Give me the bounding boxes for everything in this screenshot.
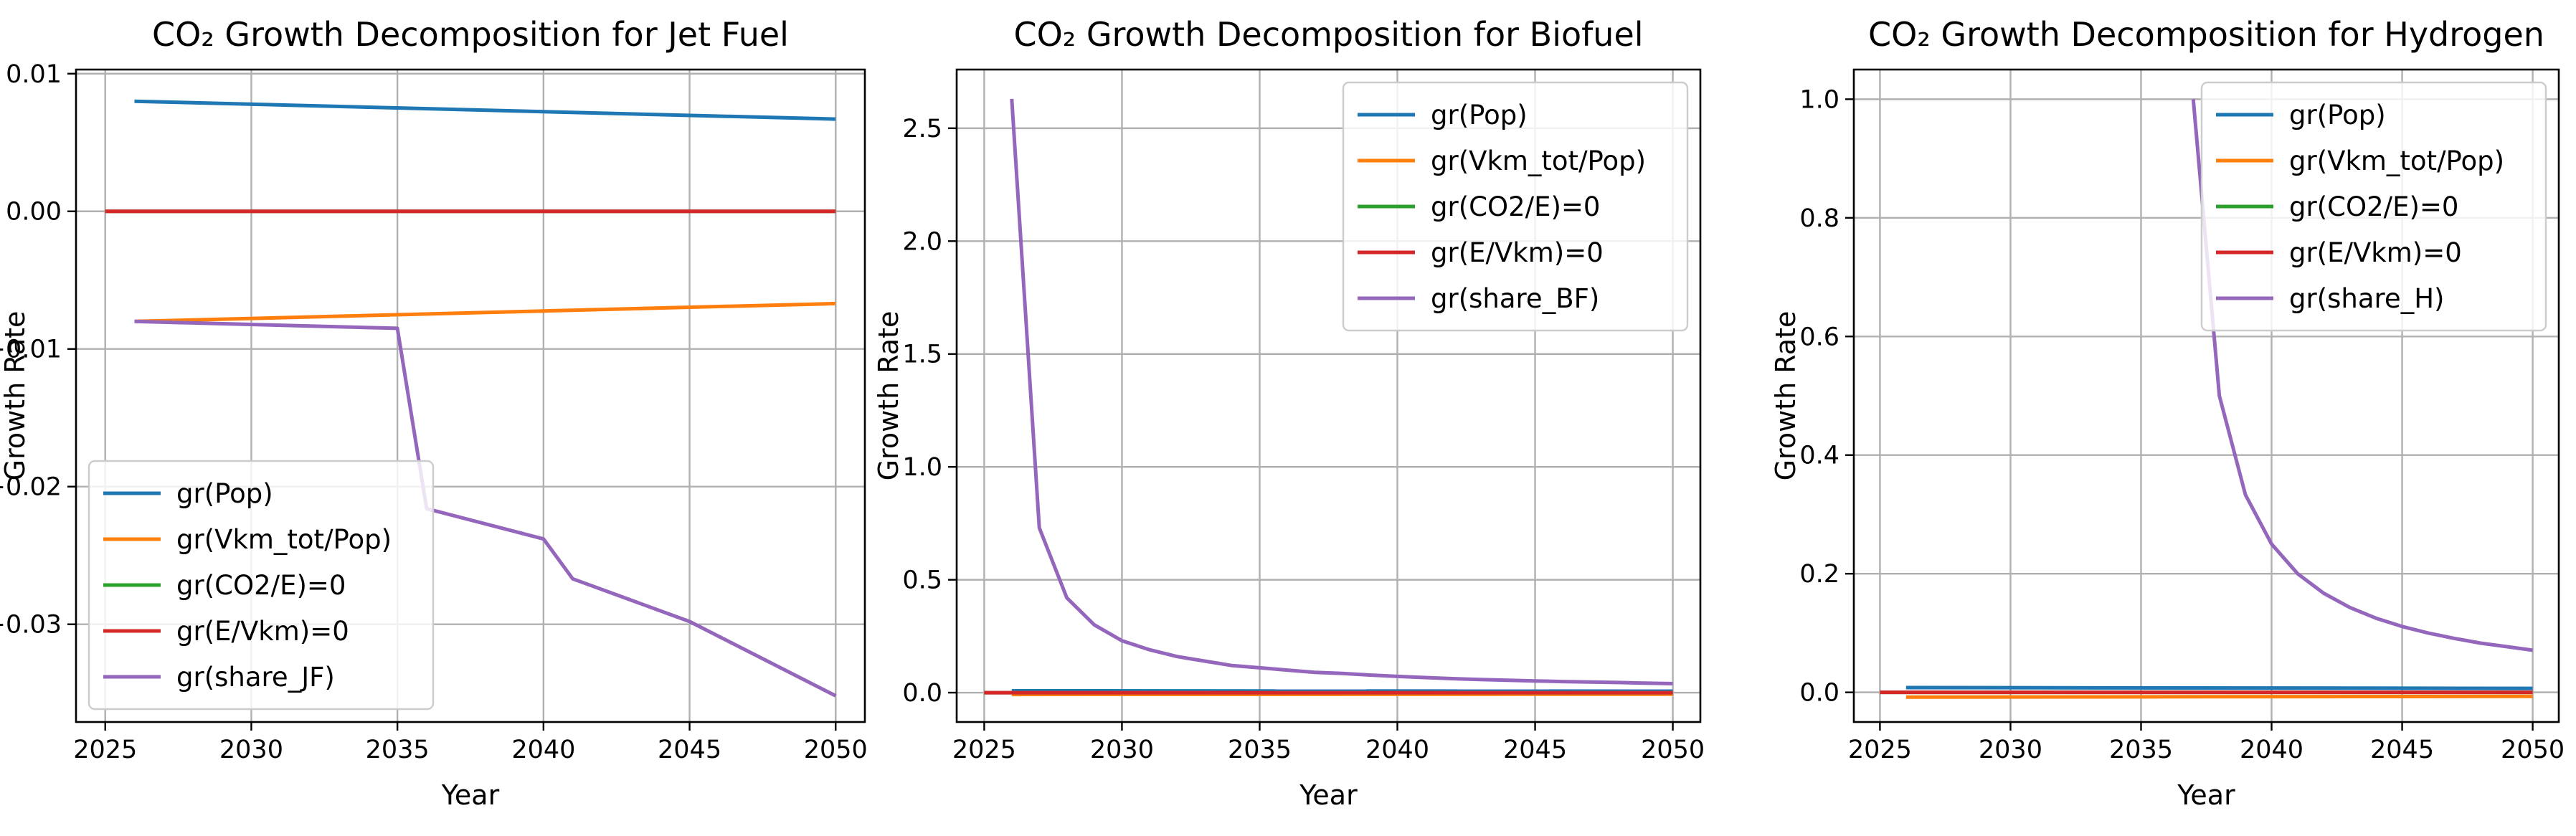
legend-label-gr-share-jf: gr(share_JF) bbox=[176, 662, 335, 693]
x-tick-label: 2050 bbox=[804, 736, 868, 764]
y-tick-label: 0.5 bbox=[902, 566, 942, 595]
y-tick-label: −0.03 bbox=[0, 611, 62, 640]
x-tick-label: 2040 bbox=[1365, 736, 1429, 764]
y-axis-label: Growth Rate bbox=[1770, 311, 1801, 481]
legend: gr(Pop) gr(Vkm_tot/Pop) gr(CO2/E)=0 gr(E/Vk… bbox=[2202, 82, 2546, 331]
legend-label-gr-pop: gr(Pop) bbox=[2289, 100, 2386, 130]
y-tick-label: 0.6 bbox=[1799, 323, 1839, 351]
y-tick-label: 1.5 bbox=[902, 341, 942, 369]
y-tick-label: 0.00 bbox=[6, 198, 62, 227]
chart-panel-jet-fuel: 2025203020352040204520500.010.00−0.01−0.… bbox=[0, 15, 868, 811]
legend-label-gr-co2-e-0: gr(CO2/E)=0 bbox=[176, 570, 346, 601]
legend-label-gr-e-vkm-0: gr(E/Vkm)=0 bbox=[2289, 237, 2462, 268]
x-axis-label: Year bbox=[1299, 779, 1358, 811]
chart-title: CO₂ Growth Decomposition for Biofuel bbox=[1013, 15, 1643, 54]
series-line-gr-vkm-tot-pop bbox=[135, 303, 836, 321]
x-tick-label: 2045 bbox=[2370, 736, 2434, 764]
legend-label-gr-co2-e-0: gr(CO2/E)=0 bbox=[1431, 191, 1600, 222]
y-axis-label: Growth Rate bbox=[0, 311, 31, 481]
x-tick-label: 2050 bbox=[1641, 736, 1705, 764]
legend: gr(Pop) gr(Vkm_tot/Pop) gr(CO2/E)=0 gr(E/Vk… bbox=[89, 461, 433, 709]
x-tick-label: 2045 bbox=[658, 736, 721, 764]
y-tick-label: 0.2 bbox=[1799, 560, 1839, 589]
y-tick-label: 0.8 bbox=[1799, 204, 1839, 233]
chart-panel-hydrogen: 2025 2030 2035 2040 2045 2050 0.0 0.2 0.4 0.6 0.8 1… bbox=[1770, 15, 2565, 811]
legend-label-gr-share-h: gr(share_H) bbox=[2289, 283, 2444, 314]
x-tick-label: 2040 bbox=[511, 736, 575, 764]
chart-title: CO₂ Growth Decomposition for Hydrogen bbox=[1868, 15, 2544, 54]
x-tick-label: 2025 bbox=[952, 736, 1016, 764]
x-tick-label: 2030 bbox=[219, 736, 283, 764]
y-tick-label: 2.5 bbox=[902, 115, 942, 143]
x-tick-label: 2025 bbox=[73, 736, 137, 764]
legend-label-gr-vkm-tot-pop: gr(Vkm_tot/Pop) bbox=[2289, 146, 2504, 176]
chart-title: CO₂ Growth Decomposition for Jet Fuel bbox=[152, 15, 789, 54]
y-tick-label: 0.4 bbox=[1799, 442, 1839, 470]
x-tick-label: 2030 bbox=[1090, 736, 1154, 764]
legend: gr(Pop) gr(Vkm_tot/Pop) gr(CO2/E)=0 gr(E/Vk… bbox=[1343, 82, 1687, 331]
x-axis-label: Year bbox=[2177, 779, 2235, 811]
legend-label-gr-co2-e-0: gr(CO2/E)=0 bbox=[2289, 191, 2458, 222]
x-tick-label: 2025 bbox=[1848, 736, 1912, 764]
legend-label-gr-pop: gr(Pop) bbox=[176, 478, 273, 509]
y-tick-label: 0.0 bbox=[902, 679, 942, 708]
chart-panel-biofuel: 2025 2030 2035 2040 2045 2050 0.0 0.5 1.0 1.5 2.0 2… bbox=[873, 15, 1705, 811]
x-tick-label: 2035 bbox=[1228, 736, 1292, 764]
legend-label-gr-e-vkm-0: gr(E/Vkm)=0 bbox=[176, 616, 349, 647]
y-tick-label: 1.0 bbox=[1799, 85, 1839, 114]
x-tick-label: 2050 bbox=[2501, 736, 2565, 764]
x-tick-label: 2030 bbox=[1979, 736, 2042, 764]
series-line-gr-pop bbox=[135, 101, 836, 119]
y-tick-label: 0.0 bbox=[1799, 679, 1839, 708]
legend-label-gr-vkm-tot-pop: gr(Vkm_tot/Pop) bbox=[1431, 146, 1646, 176]
x-tick-label: 2035 bbox=[366, 736, 430, 764]
series-line-gr-vkm-tot-pop bbox=[1906, 696, 2533, 697]
y-tick-label: 2.0 bbox=[902, 227, 942, 256]
x-axis-label: Year bbox=[441, 779, 500, 811]
legend-label-gr-e-vkm-0: gr(E/Vkm)=0 bbox=[1431, 237, 1604, 268]
x-tick-label: 2040 bbox=[2240, 736, 2303, 764]
legend-label-gr-share-bf: gr(share_BF) bbox=[1431, 283, 1599, 314]
legend-label-gr-vkm-tot-pop: gr(Vkm_tot/Pop) bbox=[176, 524, 392, 555]
y-tick-label: 1.0 bbox=[902, 453, 942, 482]
x-tick-label: 2035 bbox=[2109, 736, 2173, 764]
y-tick-label: 0.01 bbox=[6, 60, 62, 89]
y-axis-label: Growth Rate bbox=[873, 311, 904, 481]
legend-label-gr-pop: gr(Pop) bbox=[1431, 100, 1528, 130]
x-tick-label: 2045 bbox=[1503, 736, 1567, 764]
